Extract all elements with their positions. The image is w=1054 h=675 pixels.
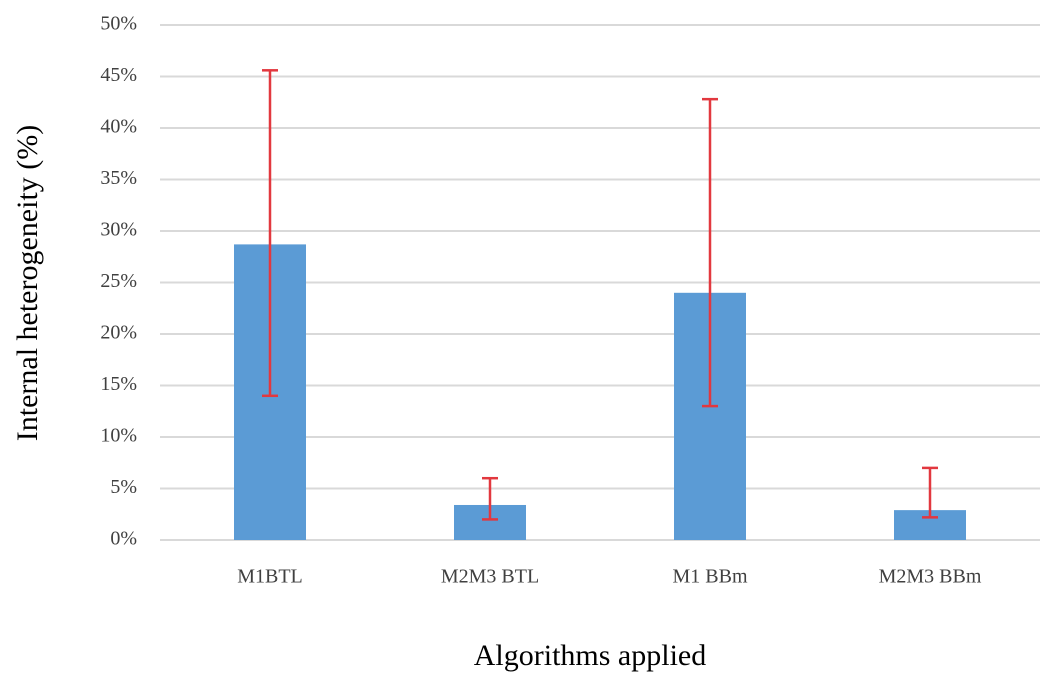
x-axis-label: Algorithms applied: [474, 639, 706, 672]
y-tick-label: 0%: [110, 528, 137, 550]
y-tick-label: 20%: [100, 322, 137, 344]
y-tick-label: 30%: [100, 219, 137, 241]
y-axis-label: Internal heterogeneity (%): [11, 125, 44, 442]
y-tick-label: 5%: [110, 476, 137, 498]
x-tick-label: M2M3 BBm: [879, 566, 982, 588]
y-tick-label: 50%: [100, 13, 137, 35]
y-tick-label: 15%: [100, 373, 137, 395]
y-tick-label: 45%: [100, 64, 137, 86]
y-tick-label: 25%: [100, 270, 137, 292]
y-tick-label: 10%: [100, 425, 137, 447]
x-tick-label: M1BTL: [237, 566, 303, 588]
x-tick-label: M1 BBm: [672, 566, 747, 588]
y-tick-label: 35%: [100, 167, 137, 189]
x-tick-label: M2M3 BTL: [441, 566, 539, 588]
y-tick-label: 40%: [100, 116, 137, 138]
